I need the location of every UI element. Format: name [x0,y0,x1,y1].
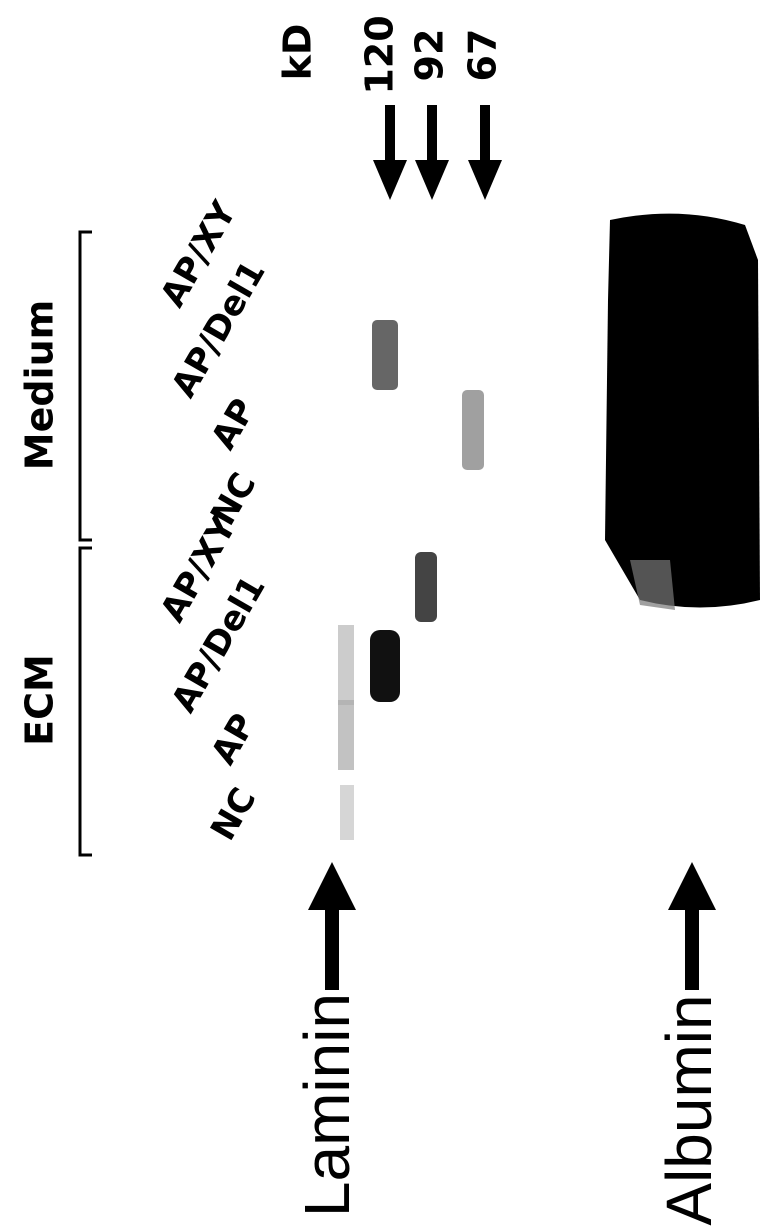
lane-label: AP [204,707,264,771]
marker-label: 120 [358,15,402,94]
marker-label: 67 [461,29,505,82]
protein-label: Laminin [291,993,363,1217]
group-brackets [80,232,92,855]
unit-label: kD [276,24,320,81]
group-label: Medium [18,300,62,470]
lane-label: NC [203,781,264,847]
protein-label: Albumin [653,994,725,1225]
group-label: ECM [18,654,62,746]
gel-bands [338,214,760,840]
protein-arrows [308,862,716,990]
marker-label: 92 [408,29,452,82]
marker-arrows [373,105,502,200]
figure: kD 120 92 67 Medium ECM NC AP AP/Del1 AP… [0,0,760,1226]
lane-label: AP [204,392,264,456]
